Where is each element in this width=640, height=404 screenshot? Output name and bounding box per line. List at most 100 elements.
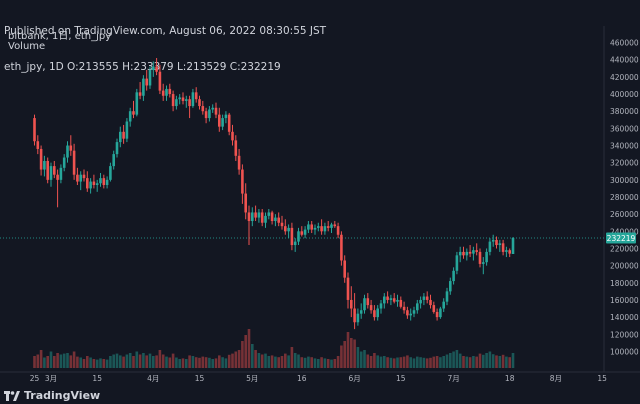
volume-bar — [498, 356, 502, 368]
volume-bar — [416, 356, 419, 368]
candle-body — [465, 251, 469, 256]
candle-body — [386, 296, 389, 300]
candle-body — [234, 140, 238, 156]
volume-bar — [336, 356, 340, 368]
candle-body — [49, 166, 53, 180]
candlestick-chart[interactable]: 460000 440000 420000 400000 380000 360000 3400… — [0, 26, 640, 386]
candle-body — [482, 262, 485, 264]
price-tick-label: 180000 — [610, 279, 639, 288]
candle-body — [62, 157, 66, 168]
candle-body — [59, 167, 63, 180]
candle-body — [366, 298, 370, 306]
volume-bar — [485, 353, 488, 368]
time-tick-label: 16 — [297, 374, 307, 383]
volume-bar — [406, 355, 409, 368]
candle-body — [369, 305, 373, 311]
volume-bar — [208, 357, 211, 368]
candle-body — [432, 305, 436, 312]
candle-body — [138, 92, 142, 96]
volume-bar — [221, 357, 224, 368]
time-tick-label: 3月 — [45, 374, 57, 383]
candle-body — [214, 107, 218, 115]
volume-bar — [432, 356, 436, 368]
candle-body — [191, 92, 195, 107]
volume-bar — [491, 354, 495, 368]
candle-body — [112, 154, 115, 167]
volume-bar — [449, 353, 452, 368]
volume-bar — [89, 357, 92, 368]
candle-body — [396, 299, 399, 302]
candle-body — [267, 212, 271, 216]
candle-body — [475, 250, 478, 252]
volume-bar — [333, 359, 337, 368]
candle-body — [323, 226, 327, 232]
candle-body — [455, 255, 459, 271]
candle-body — [221, 118, 224, 127]
candle-body — [125, 121, 129, 139]
candle-body — [478, 251, 482, 264]
volume-bar — [376, 355, 379, 368]
candle-body — [389, 298, 393, 300]
candle-body — [379, 303, 383, 309]
price-tick-label: 280000 — [610, 193, 639, 202]
candle-body — [310, 224, 313, 230]
volume-bar — [43, 357, 46, 368]
price-tick-label: 160000 — [610, 296, 639, 305]
candle-body — [145, 78, 148, 86]
candle-body — [102, 178, 106, 185]
candle-body — [293, 241, 297, 246]
price-tick-label: 420000 — [610, 73, 639, 82]
candle-body — [270, 212, 274, 222]
volume-bar — [168, 357, 172, 368]
candle-body — [376, 308, 379, 318]
candle-body — [472, 250, 475, 254]
candle-body — [211, 107, 214, 110]
candle-body — [53, 166, 56, 175]
volume-bar — [495, 355, 498, 368]
volume-bar — [53, 356, 56, 368]
volume-bar — [56, 353, 59, 368]
chart-area[interactable]: 460000 440000 420000 400000 380000 360000 3400… — [0, 26, 640, 386]
price-tick-label: 360000 — [610, 124, 639, 133]
symbol-legend[interactable]: bitbank, 1日, eth_jpy — [8, 31, 112, 42]
candle-body — [346, 277, 350, 300]
candle-body — [320, 226, 323, 232]
volume-bar — [501, 354, 505, 368]
volume-bar — [280, 356, 284, 368]
price-tick-label: 140000 — [610, 313, 639, 322]
candle-body — [300, 231, 304, 235]
volume-bar — [82, 359, 86, 368]
volume-bar — [505, 356, 508, 368]
volume-legend[interactable]: Volume — [8, 41, 46, 52]
price-tick-label: 120000 — [610, 330, 639, 339]
candle-body — [488, 241, 492, 252]
volume-bar — [399, 357, 403, 368]
volume-bar — [231, 353, 234, 368]
volume-bar — [297, 354, 300, 368]
time-tick-label: 15 — [597, 374, 607, 383]
candle-body — [178, 97, 181, 100]
volume-bar — [46, 356, 49, 368]
candle-body — [56, 174, 59, 180]
volume-bar — [478, 353, 482, 368]
volume-bar — [59, 354, 63, 368]
tradingview-logo[interactable]: TradingView — [4, 389, 100, 402]
time-tick-label: 15 — [92, 374, 102, 383]
volume-bar — [79, 357, 82, 368]
candle-body — [66, 145, 69, 158]
candle-body — [303, 229, 307, 235]
volume-bar — [122, 356, 125, 368]
volume-bar — [194, 357, 198, 368]
volume-bar — [257, 353, 261, 368]
volume-bar — [178, 359, 181, 368]
volume-bar — [343, 341, 346, 368]
candle-body — [495, 239, 498, 246]
tradingview-logo-icon — [4, 390, 20, 401]
candle-body — [356, 313, 360, 323]
candle-body — [452, 270, 455, 282]
volume-bar — [175, 357, 178, 368]
candle-body — [264, 215, 267, 223]
volume-bar — [260, 354, 264, 368]
volume-bar — [277, 357, 280, 368]
candle-body — [383, 296, 386, 304]
